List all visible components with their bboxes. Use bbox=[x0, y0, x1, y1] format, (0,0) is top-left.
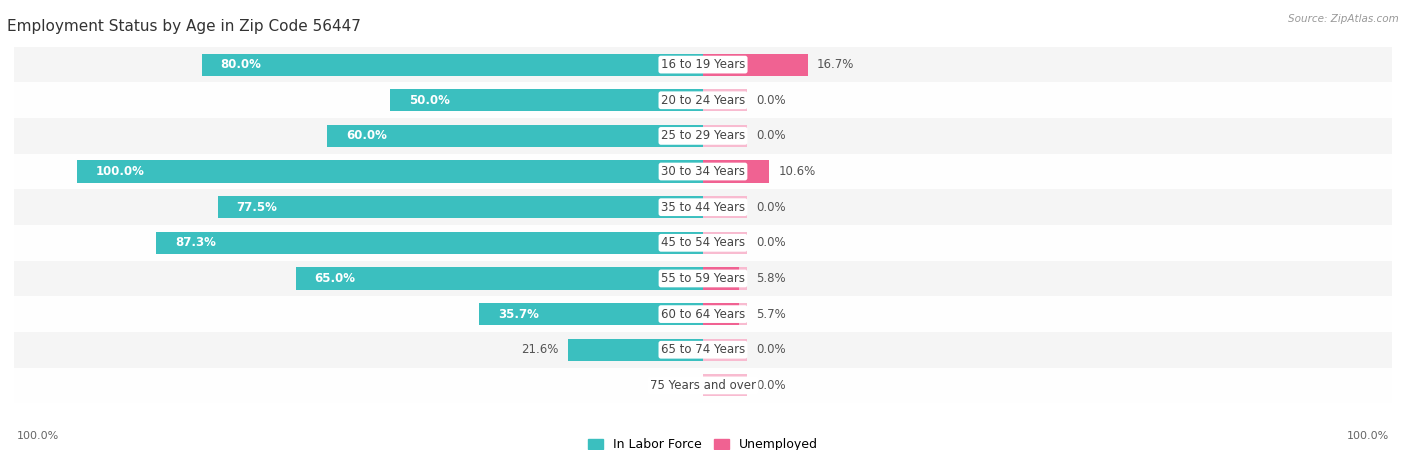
Bar bbox=[14, 261, 1392, 296]
Bar bbox=[14, 154, 1392, 189]
Bar bbox=[703, 303, 747, 325]
Bar bbox=[14, 368, 1392, 403]
Text: Employment Status by Age in Zip Code 56447: Employment Status by Age in Zip Code 564… bbox=[7, 19, 361, 34]
Text: 75 Years and over: 75 Years and over bbox=[650, 379, 756, 392]
Text: 87.3%: 87.3% bbox=[174, 236, 217, 249]
Text: 0.0%: 0.0% bbox=[756, 94, 786, 107]
Text: 35 to 44 Years: 35 to 44 Years bbox=[661, 201, 745, 214]
Bar bbox=[703, 54, 807, 76]
Bar bbox=[703, 89, 747, 111]
Bar bbox=[703, 161, 769, 183]
Text: 65 to 74 Years: 65 to 74 Years bbox=[661, 343, 745, 356]
Bar bbox=[77, 161, 703, 183]
Text: 0.0%: 0.0% bbox=[756, 379, 786, 392]
Text: 20 to 24 Years: 20 to 24 Years bbox=[661, 94, 745, 107]
Bar bbox=[703, 196, 747, 218]
Text: 100.0%: 100.0% bbox=[1347, 431, 1389, 441]
Bar bbox=[14, 189, 1392, 225]
Text: 0.0%: 0.0% bbox=[756, 130, 786, 142]
Bar bbox=[295, 267, 703, 289]
Text: 25 to 29 Years: 25 to 29 Years bbox=[661, 130, 745, 142]
Text: 21.6%: 21.6% bbox=[522, 343, 558, 356]
Bar bbox=[703, 161, 769, 183]
Text: 50.0%: 50.0% bbox=[409, 94, 450, 107]
Bar bbox=[389, 89, 703, 111]
Text: 0.0%: 0.0% bbox=[664, 379, 693, 392]
Text: 0.0%: 0.0% bbox=[756, 343, 786, 356]
Bar bbox=[328, 125, 703, 147]
Bar bbox=[703, 267, 747, 289]
Bar bbox=[14, 296, 1392, 332]
Text: 0.0%: 0.0% bbox=[756, 236, 786, 249]
Legend: In Labor Force, Unemployed: In Labor Force, Unemployed bbox=[583, 433, 823, 450]
Bar bbox=[202, 54, 703, 76]
Text: 30 to 34 Years: 30 to 34 Years bbox=[661, 165, 745, 178]
Bar bbox=[703, 267, 740, 289]
Bar bbox=[703, 339, 747, 361]
Bar bbox=[703, 232, 747, 254]
Bar bbox=[703, 54, 807, 76]
Text: 80.0%: 80.0% bbox=[221, 58, 262, 71]
Text: 16 to 19 Years: 16 to 19 Years bbox=[661, 58, 745, 71]
Text: 60.0%: 60.0% bbox=[346, 130, 387, 142]
Text: 100.0%: 100.0% bbox=[17, 431, 59, 441]
Bar bbox=[156, 232, 703, 254]
Text: 35.7%: 35.7% bbox=[498, 308, 538, 320]
Bar bbox=[703, 303, 738, 325]
Bar bbox=[479, 303, 703, 325]
Bar bbox=[568, 339, 703, 361]
Text: 55 to 59 Years: 55 to 59 Years bbox=[661, 272, 745, 285]
Text: 45 to 54 Years: 45 to 54 Years bbox=[661, 236, 745, 249]
Text: 0.0%: 0.0% bbox=[756, 201, 786, 214]
Text: 5.8%: 5.8% bbox=[756, 272, 786, 285]
Text: Source: ZipAtlas.com: Source: ZipAtlas.com bbox=[1288, 14, 1399, 23]
Text: 16.7%: 16.7% bbox=[817, 58, 855, 71]
Text: 60 to 64 Years: 60 to 64 Years bbox=[661, 308, 745, 320]
Bar bbox=[14, 332, 1392, 368]
Bar bbox=[218, 196, 703, 218]
Text: 10.6%: 10.6% bbox=[779, 165, 815, 178]
Bar bbox=[703, 125, 747, 147]
Bar bbox=[703, 374, 747, 396]
Bar bbox=[14, 82, 1392, 118]
Text: 77.5%: 77.5% bbox=[236, 201, 277, 214]
Text: 5.7%: 5.7% bbox=[756, 308, 786, 320]
Bar bbox=[14, 118, 1392, 154]
Bar bbox=[14, 225, 1392, 261]
Text: 65.0%: 65.0% bbox=[315, 272, 356, 285]
Text: 100.0%: 100.0% bbox=[96, 165, 145, 178]
Bar bbox=[14, 47, 1392, 82]
